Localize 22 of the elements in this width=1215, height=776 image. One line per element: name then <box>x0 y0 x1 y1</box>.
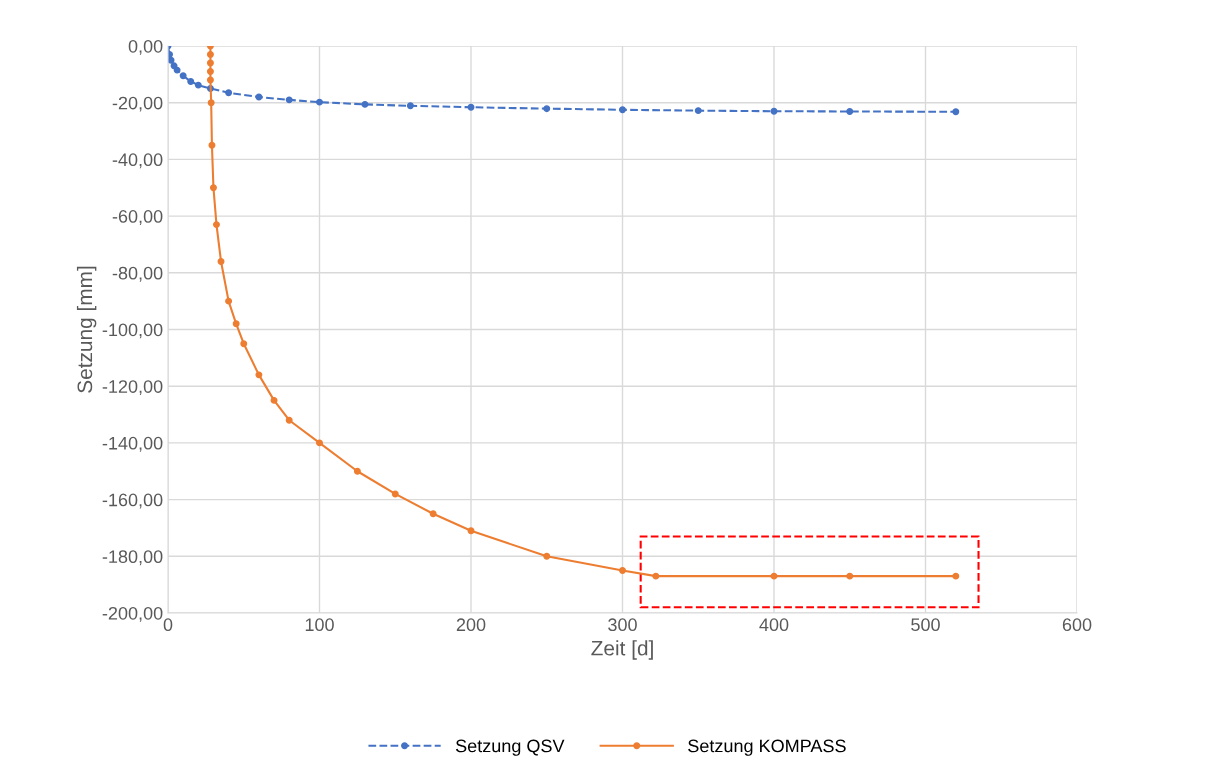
legend-label: Setzung QSV <box>455 739 565 756</box>
x-tick-label: 500 <box>911 618 940 632</box>
y-tick-label: -120,00 <box>102 380 163 396</box>
y-tick-label: 0,00 <box>128 39 163 55</box>
y-tick-label: -60,00 <box>112 210 163 225</box>
y-tick-label: -200,00 <box>102 606 163 622</box>
x-tick-label: 400 <box>759 618 789 632</box>
y-tick-label: -160,00 <box>102 493 163 509</box>
x-axis-title: Zeit [d] <box>591 640 653 660</box>
x-tick-label: 200 <box>456 618 486 632</box>
x-tick-label: 100 <box>305 618 334 632</box>
y-axis-title: Setzung [mm] <box>76 266 97 393</box>
x-tick-label: 0 <box>163 618 173 632</box>
y-tick-label: -180,00 <box>102 550 163 566</box>
x-tick-label: 300 <box>608 618 637 632</box>
y-tick-label: -80,00 <box>112 266 163 282</box>
y-tick-label: -140,00 <box>102 436 163 452</box>
legend-label: Setzung KOMPASS <box>688 739 846 756</box>
y-tick-label: -20,00 <box>112 96 163 112</box>
x-tick-label: 600 <box>1062 618 1092 632</box>
y-tick-label: -40,00 <box>112 153 163 169</box>
y-tick-label: -100,00 <box>102 323 163 339</box>
